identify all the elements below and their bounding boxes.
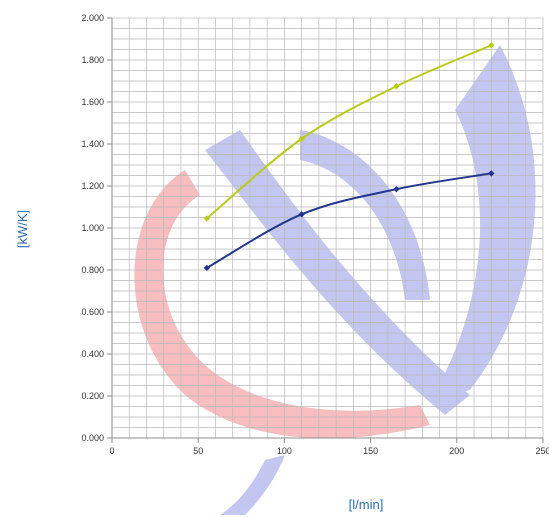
y-tick-label: 2.000 (81, 13, 104, 23)
x-tick-label: 50 (193, 446, 203, 456)
series-2-point (298, 211, 305, 218)
y-tick-label: 0.600 (81, 307, 104, 317)
series-group (203, 42, 495, 272)
x-tick-label: 250 (535, 446, 549, 456)
series-2-point (488, 170, 495, 177)
series-2-point (203, 264, 211, 272)
y-tick-label: 1.200 (81, 181, 104, 191)
y-tick-label: 0.000 (81, 433, 104, 443)
y-tick-label: 1.400 (81, 139, 104, 149)
tick-labels: 0.000 0.200 0.400 0.600 0.800 1.000 1.200 1.400… (81, 13, 549, 456)
x-tick-label: 100 (277, 446, 292, 456)
y-tick-label: 1.000 (81, 223, 104, 233)
series-1-point (203, 215, 211, 222)
grid (111, 17, 544, 439)
y-tick-label: 1.800 (81, 55, 104, 65)
y-tick-label: 0.200 (81, 391, 104, 401)
x-tick-label: 150 (363, 446, 378, 456)
series-1-point (298, 135, 305, 142)
series-1-point (488, 42, 495, 49)
y-tick-label: 0.800 (81, 265, 104, 275)
series-2-point (393, 185, 400, 193)
series-1-point (393, 83, 400, 90)
x-tick-label: 200 (449, 446, 464, 456)
axes (107, 17, 544, 443)
watermark-logo (134, 45, 536, 515)
series-line-2 (206, 172, 492, 269)
y-tick-label: 0.400 (81, 349, 104, 359)
y-tick-label: 1.600 (81, 97, 104, 107)
x-tick-label: 0 (109, 446, 114, 456)
y-axis-label: [kW/K] (15, 210, 30, 248)
series-line-1 (206, 44, 492, 220)
x-axis-label: [l/min] (349, 497, 384, 512)
